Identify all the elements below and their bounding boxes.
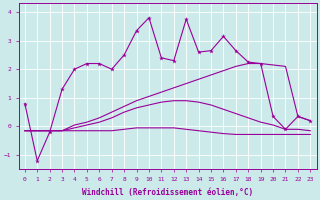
X-axis label: Windchill (Refroidissement éolien,°C): Windchill (Refroidissement éolien,°C) [82, 188, 253, 197]
